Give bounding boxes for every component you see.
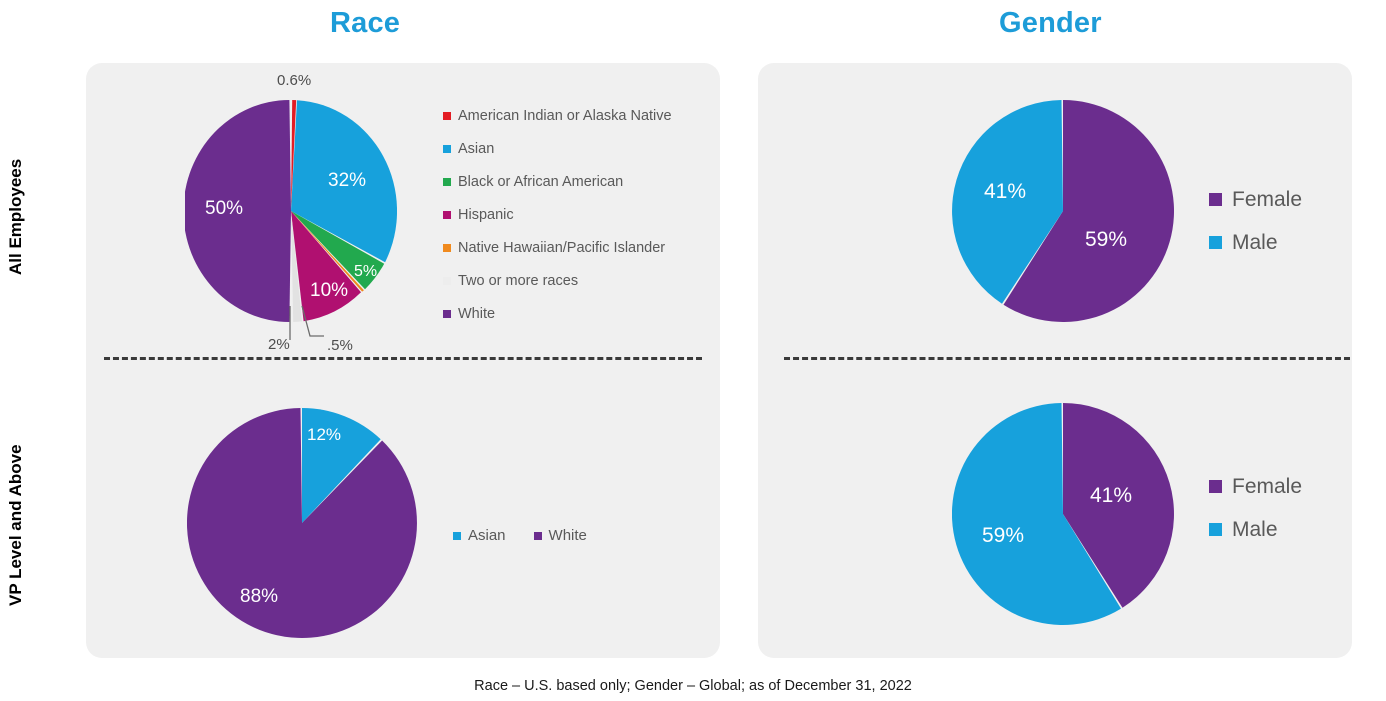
row-label-vp-level-and-above: VP Level and Above [6, 444, 25, 606]
pie-chart-gender-vp[interactable] [952, 403, 1174, 625]
legend-swatch-icon [1209, 193, 1222, 206]
slice-female[interactable] [1063, 403, 1174, 608]
row-label-all-employees: All Employees [6, 158, 25, 276]
slice-asian[interactable] [291, 100, 397, 263]
legend-item-hispanic[interactable]: Hispanic [443, 198, 672, 231]
legend-item-two-or-more-races[interactable]: Two or more races [443, 264, 672, 297]
slice-black-african-american[interactable] [291, 211, 385, 290]
legend-label: Native Hawaiian/Pacific Islander [458, 239, 666, 256]
slice-hispanic[interactable] [291, 211, 361, 322]
legend-label: Female [1232, 187, 1303, 211]
legend-swatch-icon [443, 210, 451, 219]
legend-swatch-icon [443, 243, 451, 252]
slice-label-two-or-more-races: 2% [268, 336, 290, 353]
slice-female[interactable] [1003, 100, 1175, 322]
legend-item-female[interactable]: Female [1209, 178, 1302, 221]
slice-asian[interactable] [302, 408, 381, 523]
legend-label: Male [1232, 517, 1278, 541]
leader-lines-small-slices [289, 305, 324, 340]
legend-label: Black or African American [458, 173, 624, 190]
slice-white[interactable] [187, 408, 417, 638]
legend-swatch-icon [1209, 236, 1222, 249]
pie-svg-gender-all-employees [952, 100, 1174, 322]
pie-svg-race-vp [187, 408, 417, 638]
legend-race-vp: Asian White [453, 527, 587, 544]
legend-label: Asian [458, 140, 495, 157]
legend-swatch-icon [443, 276, 451, 285]
legend-label: White [548, 527, 587, 544]
slice-male[interactable] [952, 403, 1121, 625]
footnote: Race – U.S. based only; Gender – Global;… [474, 678, 912, 694]
pie-svg-gender-vp [952, 403, 1174, 625]
legend-swatch-icon [1209, 480, 1222, 493]
legend-label: White [458, 305, 496, 322]
slice-label-native-hawaiian: .5% [327, 337, 353, 354]
legend-gender-vp: Female Male [1209, 465, 1302, 551]
slice-label-american-indian: 0.6% [277, 72, 312, 89]
slice-two-or-more-races[interactable] [291, 211, 302, 322]
pie-svg-race-all-employees [185, 100, 397, 322]
legend-label: Two or more races [458, 272, 579, 289]
legend-item-american-indian[interactable]: American Indian or Alaska Native [443, 99, 672, 132]
legend-item-male[interactable]: Male [1209, 221, 1302, 264]
legend-item-asian[interactable]: Asian [453, 527, 506, 544]
legend-label: Male [1232, 230, 1278, 254]
legend-item-white[interactable]: White [533, 527, 587, 544]
legend-item-male[interactable]: Male [1209, 508, 1302, 551]
legend-swatch-icon [533, 531, 542, 540]
legend-label: Female [1232, 474, 1303, 498]
pie-chart-gender-all-employees[interactable] [952, 100, 1174, 322]
page-title-race: Race [330, 7, 401, 39]
legend-label: Hispanic [458, 206, 514, 223]
pie-chart-race-vp[interactable] [187, 408, 417, 638]
legend-swatch-icon [443, 144, 451, 153]
legend-item-asian[interactable]: Asian [443, 132, 672, 165]
divider-race [104, 357, 702, 360]
legend-swatch-icon [443, 177, 451, 186]
slice-white[interactable] [185, 100, 291, 322]
divider-gender [784, 357, 1350, 360]
legend-item-native-hawaiian[interactable]: Native Hawaiian/Pacific Islander [443, 231, 672, 264]
legend-swatch-icon [1209, 523, 1222, 536]
legend-gender-all-employees: Female Male [1209, 178, 1302, 264]
legend-label: Asian [468, 527, 506, 544]
slice-native-hawaiian[interactable] [291, 211, 364, 292]
legend-swatch-icon [443, 309, 451, 318]
legend-swatch-icon [443, 111, 451, 120]
pie-chart-race-all-employees[interactable] [185, 100, 397, 322]
legend-item-white[interactable]: White [443, 297, 672, 330]
legend-item-black-african-american[interactable]: Black or African American [443, 165, 672, 198]
legend-race-all-employees: American Indian or Alaska Native Asian B… [443, 99, 672, 330]
page-title-gender: Gender [999, 7, 1102, 39]
slice-american-indian[interactable] [291, 100, 297, 211]
legend-swatch-icon [453, 531, 461, 540]
slice-male[interactable] [952, 100, 1063, 304]
legend-label: American Indian or Alaska Native [458, 107, 672, 124]
legend-item-female[interactable]: Female [1209, 465, 1302, 508]
